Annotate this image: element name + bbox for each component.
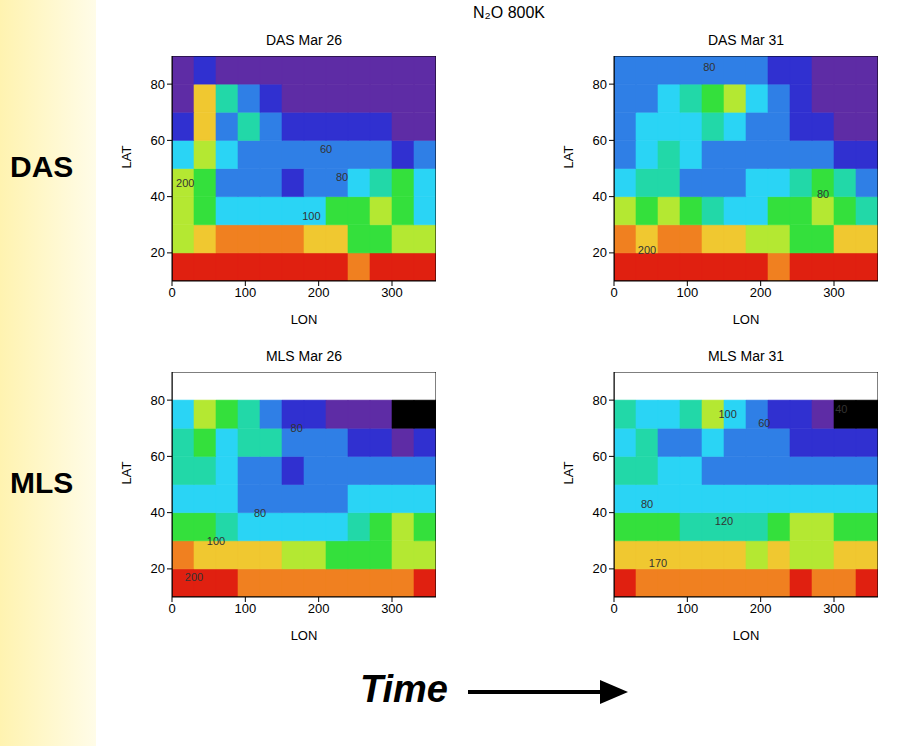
svg-text:40: 40 [151,505,165,520]
svg-text:200: 200 [638,244,656,256]
svg-text:60: 60 [758,417,770,429]
svg-text:LON: LON [733,628,760,643]
html-text:DAS Mar 31: DAS Mar 31 [707,32,785,48]
svg-text:200: 200 [308,601,330,616]
svg-text:300: 300 [823,285,845,300]
svg-text:100: 100 [676,285,698,300]
svg-text:200: 200 [750,285,772,300]
html-text:Time: Time [360,668,448,710]
svg-text:40: 40 [593,505,607,520]
svg-text:120: 120 [715,515,733,527]
svg-text:60: 60 [593,133,607,148]
svg-text:200: 200 [750,601,772,616]
svg-text:20: 20 [151,245,165,260]
svg-text:LAT: LAT [119,462,134,485]
html-text:DAS: DAS [10,149,74,183]
svg-text:0: 0 [610,285,617,300]
html-text:MLS: MLS [10,465,74,499]
svg-text:80: 80 [593,77,607,92]
svg-text:80: 80 [254,507,266,519]
svg-text:0: 0 [610,601,617,616]
svg-text:80: 80 [151,77,165,92]
svg-text:20: 20 [593,245,607,260]
svg-text:80: 80 [641,498,653,510]
svg-text:80: 80 [817,188,829,200]
svg-text:300: 300 [381,601,403,616]
svg-text:200: 200 [185,571,203,583]
svg-text:20: 20 [593,561,607,576]
svg-text:200: 200 [308,285,330,300]
svg-text:60: 60 [151,449,165,464]
svg-text:20: 20 [151,561,165,576]
svg-text:100: 100 [718,408,736,420]
svg-text:LON: LON [733,312,760,327]
svg-text:300: 300 [823,601,845,616]
svg-text:80: 80 [593,393,607,408]
svg-text:LON: LON [291,628,318,643]
svg-text:LAT: LAT [561,146,576,169]
svg-text:170: 170 [649,557,667,569]
svg-text:100: 100 [207,535,225,547]
svg-text:40: 40 [593,189,607,204]
html-text:MLS Mar 26: MLS Mar 26 [265,348,343,364]
svg-text:80: 80 [151,393,165,408]
html-text:MLS Mar 31: MLS Mar 31 [707,348,785,364]
svg-text:100: 100 [676,601,698,616]
html-text:N₂O 800K: N₂O 800K [473,4,545,21]
svg-text:100: 100 [302,210,320,222]
html-text:DAS Mar 26: DAS Mar 26 [265,32,343,48]
svg-text:LAT: LAT [119,146,134,169]
svg-text:60: 60 [151,133,165,148]
svg-text:300: 300 [381,285,403,300]
svg-text:80: 80 [703,61,715,73]
svg-text:0: 0 [168,601,175,616]
svg-text:LON: LON [291,312,318,327]
svg-text:100: 100 [234,601,256,616]
svg-text:60: 60 [320,143,332,155]
svg-text:60: 60 [593,449,607,464]
svg-text:LAT: LAT [561,462,576,485]
svg-text:80: 80 [291,422,303,434]
svg-text:0: 0 [168,285,175,300]
svg-text:200: 200 [176,177,194,189]
svg-text:80: 80 [336,171,348,183]
svg-text:40: 40 [151,189,165,204]
svg-text:100: 100 [234,285,256,300]
svg-text:40: 40 [835,403,847,415]
